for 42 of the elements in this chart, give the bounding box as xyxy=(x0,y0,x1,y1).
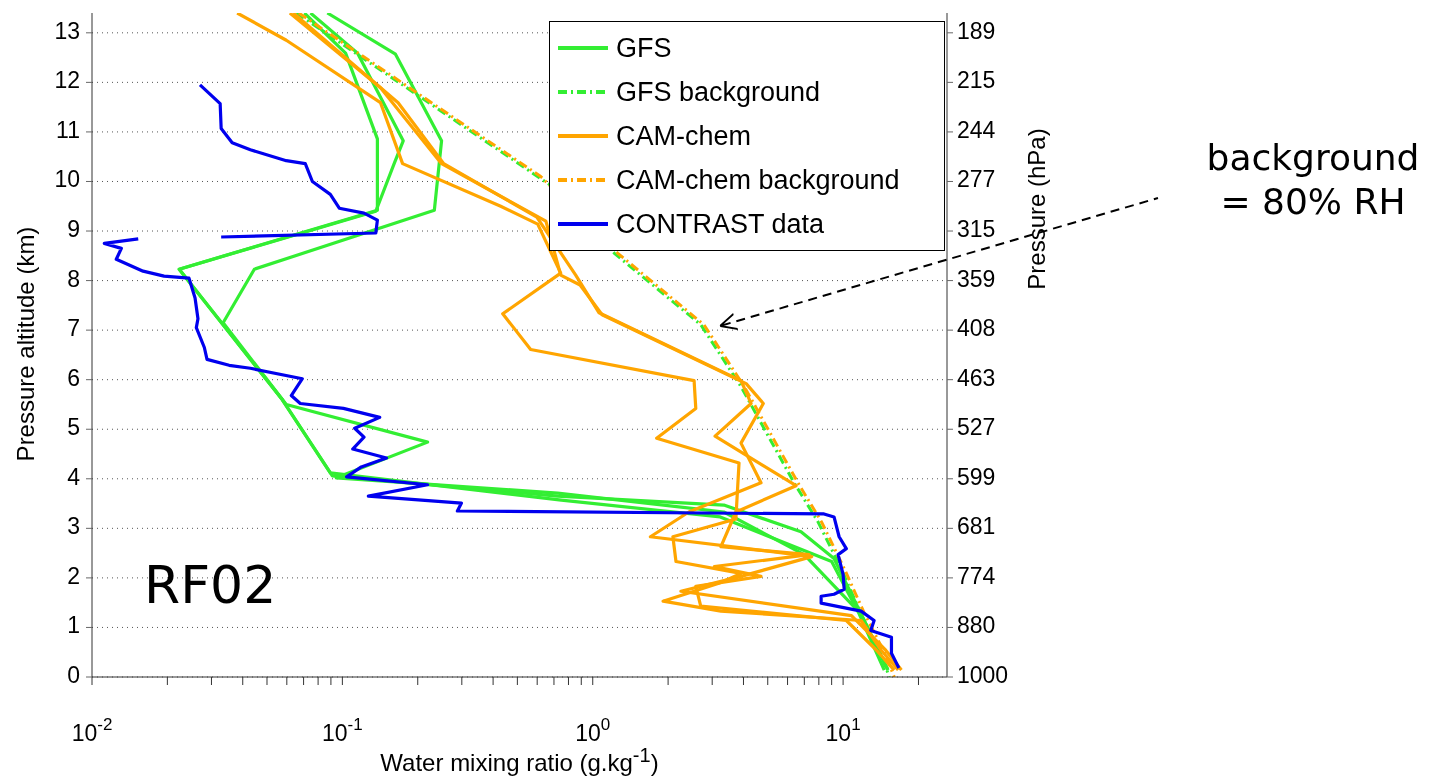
category-label: 681 xyxy=(957,513,996,540)
category-label: 408 xyxy=(957,315,996,342)
legend-label: CAM-chem xyxy=(616,120,752,152)
category-label: 189 xyxy=(957,17,996,44)
text: background = 80% RH xyxy=(1205,136,1421,224)
legend-label: CAM-chem background xyxy=(616,164,900,196)
category-label: 463 xyxy=(957,364,996,391)
y-tick-label: 1 xyxy=(67,612,80,639)
y-axis-title: Pressure altitude (km) xyxy=(12,225,40,464)
y-tick-label: 5 xyxy=(67,414,80,441)
legend-label: CONTRAST data xyxy=(616,208,825,240)
y-tick-label: 12 xyxy=(54,67,80,94)
category-label: 277 xyxy=(957,166,996,193)
category-label: 215 xyxy=(957,67,996,94)
category-label: 1000 xyxy=(957,662,1009,689)
y-tick-label: 6 xyxy=(67,364,80,391)
annotation: RF02 xyxy=(144,555,277,615)
y-tick-label: 3 xyxy=(67,513,80,540)
y-tick-label: 0 xyxy=(67,662,80,689)
category-label: 315 xyxy=(957,216,996,243)
x-axis-title: Water mixing ratio (g.kg$^{-1}$) xyxy=(380,744,659,776)
category-label: 599 xyxy=(957,463,996,490)
y-tick-label: 9 xyxy=(67,216,80,243)
category-label: 359 xyxy=(957,265,996,292)
y-tick-label: 2 xyxy=(67,562,80,589)
legend-label: GFS background xyxy=(616,76,821,108)
category-label: 774 xyxy=(957,562,996,589)
category-label: 244 xyxy=(957,117,996,143)
y-tick-label: 4 xyxy=(67,463,81,490)
category-label: 527 xyxy=(957,414,996,441)
category-label: 880 xyxy=(957,612,996,639)
x-tick-label: 10$^{-2}$ xyxy=(71,714,113,747)
y-tick-label: 8 xyxy=(67,265,80,292)
y-tick-label: 13 xyxy=(54,17,80,44)
y-tick-label: 7 xyxy=(67,315,80,342)
x-tick-label: 10$^{1}$ xyxy=(825,714,861,747)
x-tick-label: 10$^{-1}$ xyxy=(322,714,363,747)
y-tick-label: 11 xyxy=(56,117,80,143)
x-tick-label: 10$^{0}$ xyxy=(575,714,611,747)
y-tick-label: 10 xyxy=(54,166,80,193)
y2-axis-title: Pressure (hPa) xyxy=(1023,127,1051,292)
legend-label: GFS xyxy=(616,32,672,64)
